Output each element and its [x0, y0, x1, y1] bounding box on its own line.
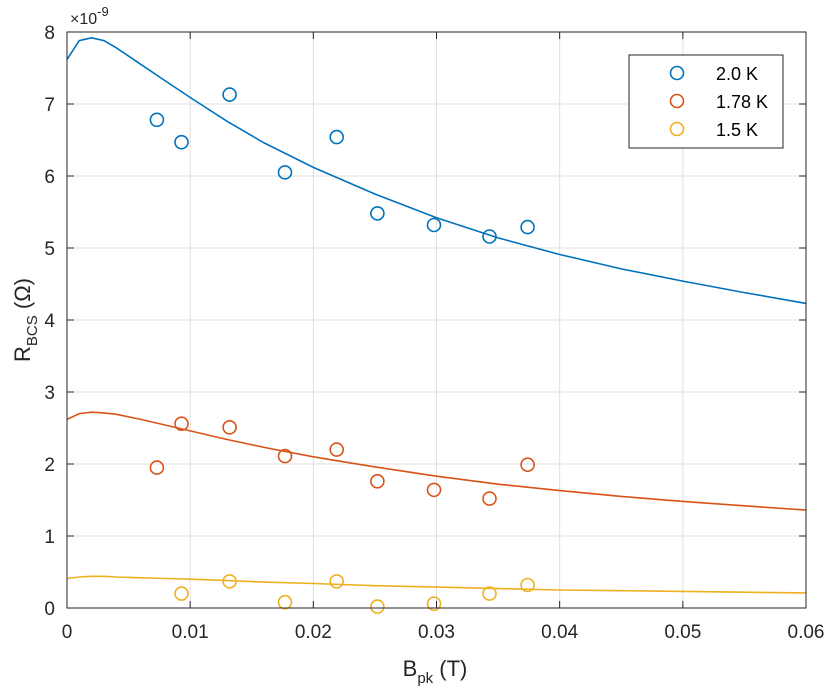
data-point-series-0 — [520, 219, 535, 235]
y-tick-label: 2 — [44, 455, 55, 476]
y-tick-label: 7 — [44, 95, 55, 116]
x-tick-labels: 0 0.01 0.02 0.03 0.04 0.05 0.06 — [62, 622, 825, 643]
x-tick-label: 0.06 — [788, 622, 825, 643]
data-point-series-1 — [277, 448, 293, 464]
y-tick-label: 8 — [44, 23, 55, 44]
data-point-series-0 — [174, 134, 189, 150]
axis-ticks — [66, 31, 807, 609]
legend-box — [628, 54, 784, 149]
data-point-series-0 — [482, 229, 497, 244]
x-axis-label: Bpk (T) — [403, 656, 468, 687]
data-point-series-2 — [222, 574, 237, 589]
y-tick-label: 0 — [44, 599, 55, 620]
y-tick-labels: 0 1 2 3 4 5 6 7 8 — [44, 23, 55, 620]
data-point-series-2 — [482, 586, 497, 601]
x-tick-label: 0 — [62, 622, 73, 643]
data-point-series-1 — [174, 416, 189, 432]
x-tick-label: 0.05 — [664, 622, 701, 643]
legend: 2.0 K 1.78 K 1.5 K — [628, 54, 784, 149]
fit-curves — [66, 36, 807, 594]
data-point-series-0 — [329, 129, 345, 145]
legend-label-2-0k: 2.0 K — [716, 64, 758, 84]
x-tick-label: 0.04 — [541, 622, 578, 643]
data-point-series-2 — [520, 577, 535, 593]
y-tick-label: 4 — [44, 311, 55, 332]
data-point-series-1 — [370, 473, 385, 489]
data-point-series-1 — [482, 491, 497, 506]
fit-curve-series-0 — [66, 36, 807, 305]
fit-curve-series-1 — [66, 411, 807, 511]
data-point-series-0 — [222, 87, 237, 102]
data-point-series-1 — [329, 442, 345, 457]
x-tick-label: 0.03 — [418, 622, 455, 643]
data-points — [149, 87, 535, 614]
x-tick-label: 0.02 — [295, 622, 332, 643]
y-exponent-label: ×10-9 — [70, 4, 109, 28]
data-point-series-0 — [149, 112, 165, 128]
y-tick-label: 3 — [44, 383, 55, 404]
y-tick-label: 1 — [44, 527, 55, 548]
x-tick-label: 0.01 — [172, 622, 209, 643]
data-point-series-0 — [426, 217, 442, 233]
legend-label-1-5k: 1.5 K — [716, 120, 758, 140]
data-point-series-2 — [329, 574, 345, 589]
y-tick-label: 6 — [44, 167, 55, 188]
data-point-series-0 — [277, 165, 293, 180]
data-point-series-2 — [277, 594, 293, 610]
legend-label-1-78k: 1.78 K — [716, 92, 768, 112]
fit-curve-series-2 — [66, 575, 807, 594]
legend-marker-2-0k — [669, 65, 685, 81]
data-point-series-1 — [149, 460, 165, 475]
y-axis-label: RBCS (Ω) — [10, 278, 41, 362]
data-point-series-0 — [370, 206, 385, 221]
data-point-series-2 — [174, 586, 189, 601]
legend-marker-1-78k — [669, 93, 685, 109]
data-point-series-2 — [370, 599, 385, 614]
y-tick-label: 5 — [44, 239, 55, 260]
data-point-series-1 — [426, 482, 442, 498]
legend-marker-1-5k — [669, 121, 685, 137]
data-point-series-1 — [222, 419, 237, 435]
data-point-series-2 — [426, 596, 442, 612]
data-point-series-1 — [520, 457, 535, 473]
